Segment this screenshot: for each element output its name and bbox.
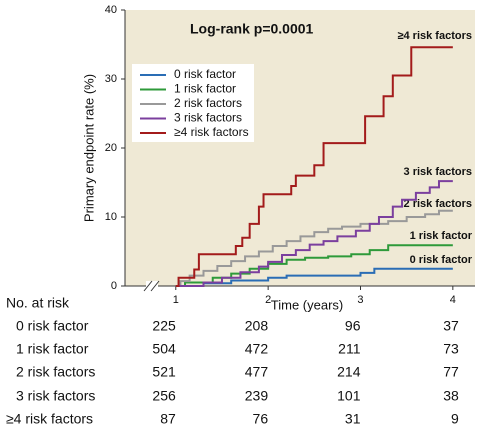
y-tick-label: 40 (105, 4, 117, 16)
risk-count: 504 (152, 341, 176, 357)
x-tick-label: 2 (265, 294, 271, 306)
y-tick-label: 30 (105, 73, 117, 85)
end-label: 2 risk factors (404, 198, 472, 210)
risk-count: 211 (338, 341, 361, 357)
risk-count: 477 (245, 364, 269, 380)
step-line (175, 209, 453, 287)
y-axis-label: Primary endpoint rate (%) (81, 74, 96, 222)
x-tick-label: 1 (173, 294, 179, 306)
legend-label: 3 risk factors (174, 111, 242, 125)
risk-row-label: 1 risk factor (16, 341, 89, 357)
risk-table-title: No. at risk (6, 295, 70, 311)
risk-count: 239 (245, 388, 269, 404)
end-label: 3 risk factors (404, 166, 472, 178)
step-line (175, 46, 453, 287)
x-tick-label: 4 (450, 294, 456, 306)
y-tick-label: 0 (111, 280, 117, 292)
risk-row-label: 0 risk factor (16, 318, 89, 334)
legend-label: 1 risk factor (174, 82, 236, 96)
axis-break (143, 280, 160, 292)
risk-count: 214 (337, 364, 361, 380)
legend-label: ≥4 risk factors (174, 125, 249, 139)
annotation: Log-rank p=0.0001 (190, 21, 314, 37)
risk-count: 208 (245, 318, 269, 334)
y-tick-label: 10 (105, 211, 117, 223)
risk-count: 37 (443, 318, 459, 334)
risk-count: 256 (152, 388, 176, 404)
x-tick-label: 3 (357, 294, 363, 306)
risk-row-label: 2 risk factors (16, 364, 95, 380)
risk-count: 96 (345, 318, 361, 334)
risk-count: 77 (443, 364, 459, 380)
step-line (175, 244, 453, 287)
x-axis-label: Time (years) (271, 297, 343, 312)
risk-count: 87 (160, 411, 176, 427)
risk-count: 31 (345, 411, 361, 427)
y-tick-label: 20 (105, 142, 117, 154)
risk-row-label: 3 risk factors (16, 388, 95, 404)
risk-count: 38 (443, 388, 459, 404)
legend-label: 0 risk factor (174, 67, 236, 81)
risk-count: 9 (451, 411, 459, 427)
end-label: 1 risk factor (410, 230, 473, 242)
risk-count: 472 (245, 341, 269, 357)
risk-count: 101 (337, 388, 361, 404)
end-label: ≥4 risk factors (397, 30, 472, 42)
risk-count: 76 (253, 411, 269, 427)
legend-label: 2 risk factors (174, 96, 242, 110)
risk-count: 521 (152, 364, 176, 380)
risk-count: 225 (152, 318, 176, 334)
step-line (175, 180, 453, 287)
risk-count: 73 (443, 341, 459, 357)
risk-row-label: ≥4 risk factors (6, 411, 93, 427)
end-label: 0 risk factor (410, 254, 473, 266)
